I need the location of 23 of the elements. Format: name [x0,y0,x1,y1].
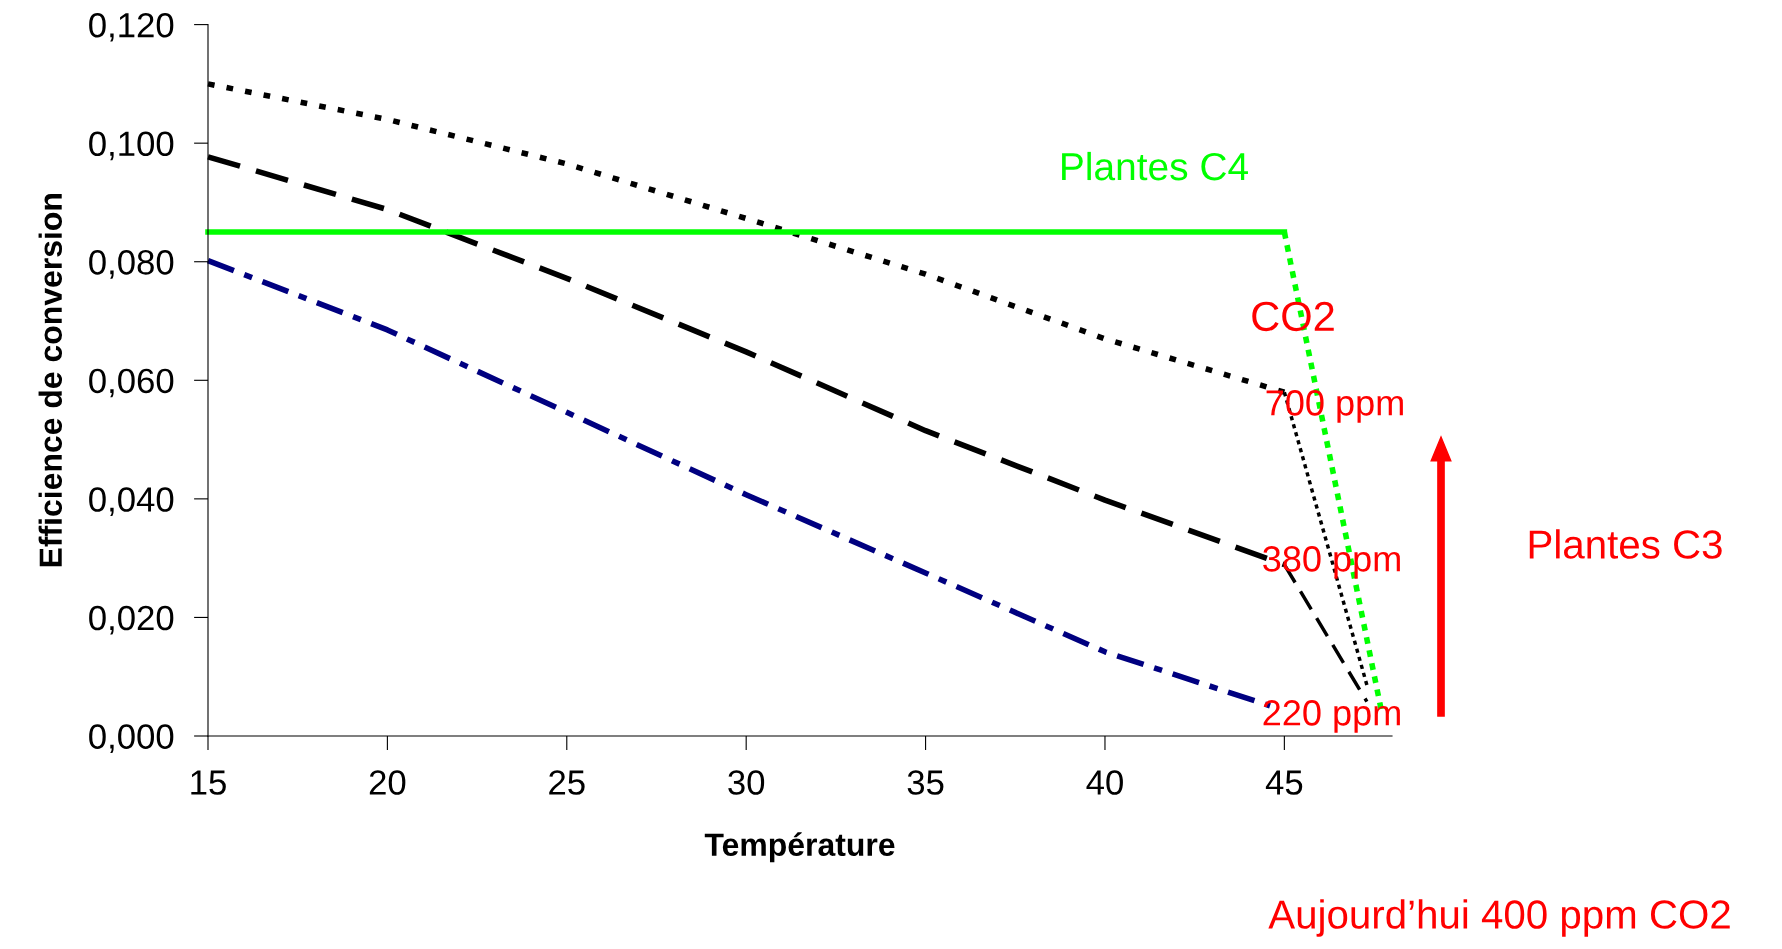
annotation: CO2 [1252,301,1334,332]
series-label: 220 ppm [1263,700,1400,733]
y-axis-title: Efficience de conversion [38,194,63,567]
x-tick-label: 25 [549,770,585,795]
text: Plantes C3 [1529,529,1722,559]
x-axis-title: Température [704,832,895,863]
series-label: 700 ppm [1266,390,1403,423]
y-tick-label: 0,020 [89,605,174,635]
y-tick-label: 0,100 [89,131,174,161]
text: Aujourd’hui 400 ppm CO2 [1268,899,1730,937]
y-tick-label: 0,040 [89,487,174,516]
x-tick-label: 30 [728,770,765,795]
x-tick-label: 20 [369,770,406,795]
series-label: 380 ppm [1263,546,1400,579]
y-tick-label: 0,000 [89,724,174,754]
y-tick-label: 0,120 [89,12,174,42]
x-tick-label: 45 [1265,770,1303,795]
y-tick-label: 0,080 [89,250,174,279]
y-tick-label: 0,060 [89,368,174,398]
x-tick-label: 40 [1086,770,1123,795]
x-tick-label: 35 [907,770,944,795]
series-label: Plantes C4 [1062,151,1248,181]
x-tick-label: 15 [191,770,226,795]
